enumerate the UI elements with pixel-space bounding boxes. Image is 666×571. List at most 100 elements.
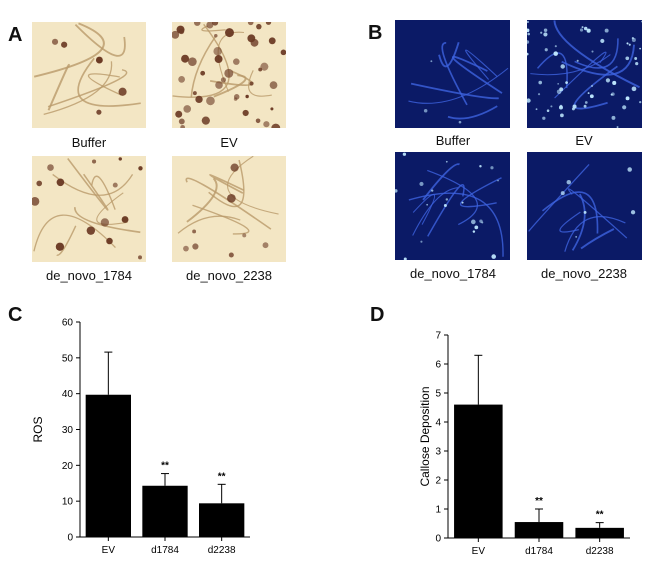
significance-label: ** — [596, 510, 604, 521]
stain-spot — [106, 237, 113, 245]
tile-background — [527, 20, 642, 128]
y-axis-label: Callose Deposition — [418, 386, 432, 486]
bar — [142, 485, 188, 537]
leaf-vein — [56, 225, 77, 256]
stain-spot — [206, 96, 215, 106]
significance-label: ** — [218, 471, 226, 482]
y-tick-label: 0 — [67, 533, 73, 544]
caption-a-de-novo-2238: de_novo_2238 — [185, 268, 273, 283]
leaf-vein — [573, 65, 618, 110]
leaf-vein — [447, 105, 498, 120]
stain-spot — [271, 123, 281, 128]
leaf-vein — [33, 22, 105, 78]
stain-spot — [402, 152, 407, 156]
stain-spot — [47, 164, 54, 171]
stain-spot — [96, 109, 102, 115]
stain-spot — [195, 95, 203, 104]
stain-spot — [600, 38, 605, 44]
stain-spot — [194, 22, 201, 26]
stain-spot — [213, 47, 222, 56]
bar — [514, 522, 564, 538]
stain-spot — [611, 115, 616, 120]
bar — [454, 404, 503, 538]
stain-spot — [584, 101, 588, 104]
x-tick-label: d2238 — [586, 546, 614, 557]
stain-spot — [490, 166, 494, 170]
leaf-vein — [553, 20, 640, 89]
leaf-vein — [209, 174, 244, 194]
stain-spot — [542, 116, 546, 120]
y-tick-label: 5 — [435, 389, 441, 400]
stain-spot — [583, 104, 587, 108]
stain-spot — [138, 255, 142, 260]
stain-spot — [100, 218, 110, 227]
stain-spot — [583, 26, 588, 31]
stain-spot — [201, 116, 210, 125]
significance-label: ** — [161, 461, 169, 472]
stain-spot — [214, 34, 218, 38]
stain-spot — [639, 100, 642, 104]
stain-spot — [591, 84, 594, 87]
y-tick-label: 30 — [62, 425, 74, 436]
stain-spot — [540, 31, 543, 34]
y-tick-label: 2 — [435, 476, 441, 487]
stain-spot — [474, 225, 479, 230]
stain-spot — [118, 157, 122, 161]
stain-spot — [403, 257, 407, 260]
y-tick-label: 1 — [435, 505, 441, 516]
stain-spot — [192, 243, 199, 250]
stain-spot — [628, 43, 631, 46]
leaf-vein — [67, 158, 109, 211]
micrograph-b-de-novo-2238 — [527, 152, 642, 260]
stain-spot — [458, 120, 462, 124]
stain-spot — [178, 28, 185, 35]
stain-spot — [230, 163, 239, 172]
y-tick-label: 20 — [62, 461, 74, 472]
bar — [575, 527, 624, 538]
leaf-vein — [465, 49, 498, 80]
stain-spot — [395, 189, 398, 193]
stain-spot — [586, 28, 591, 33]
stain-spot — [233, 58, 240, 65]
stain-spot — [215, 81, 223, 89]
stain-spot — [227, 193, 236, 203]
stain-spot — [61, 41, 68, 48]
stain-spot — [491, 254, 496, 259]
stain-spot — [247, 22, 254, 26]
leaf-vein — [412, 187, 458, 236]
stain-spot — [543, 28, 548, 32]
stain-spot — [443, 204, 447, 208]
stain-spot — [575, 236, 577, 238]
stain-spot — [242, 233, 247, 238]
stain-spot — [175, 110, 183, 118]
stain-spot — [263, 121, 270, 128]
stain-spot — [445, 198, 449, 201]
stain-spot — [610, 93, 613, 96]
stain-spot — [553, 51, 558, 56]
x-tick-label: EV — [472, 546, 486, 557]
leaf-vein — [208, 159, 245, 208]
leaf-vein — [47, 64, 70, 111]
leaf-vein — [190, 36, 217, 98]
stain-spot — [630, 210, 636, 215]
y-tick-label: 6 — [435, 360, 441, 371]
stain-spot — [622, 105, 627, 110]
stain-spot — [118, 87, 127, 96]
stain-spot — [627, 167, 632, 172]
leaf-vein — [408, 67, 509, 104]
stain-spot — [225, 28, 234, 38]
panel-label-a: A — [8, 24, 23, 46]
leaf-vein — [427, 169, 478, 226]
caption-b-ev: EV — [575, 133, 593, 148]
stain-spot — [200, 70, 206, 76]
leaf-vein — [530, 54, 611, 76]
stain-spot — [138, 166, 143, 171]
stain-spot — [206, 22, 214, 29]
stain-spot — [589, 94, 594, 99]
stain-spot — [268, 37, 276, 45]
stain-spot — [635, 61, 639, 66]
caption-a-de-novo-1784: de_novo_1784 — [45, 268, 133, 283]
stain-spot — [56, 178, 65, 187]
y-tick-label: 10 — [62, 497, 74, 508]
leaf-vein — [186, 177, 218, 223]
